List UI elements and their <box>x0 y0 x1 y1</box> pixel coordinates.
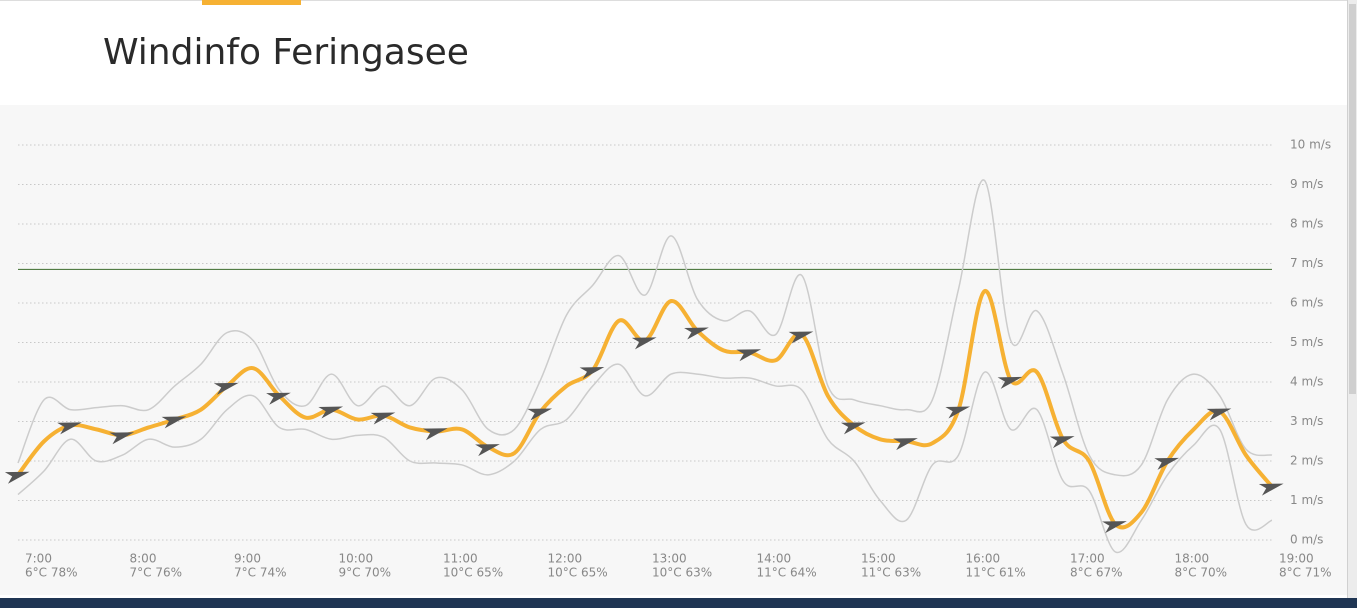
chart: 0 m/s 1 m/s 2 m/s 3 m/s 4 m/s 5 m/s 6 m/s 7 m/s… <box>0 105 1347 595</box>
chart-background <box>0 105 1347 595</box>
range-line <box>17 179 1273 477</box>
direction-arrow <box>788 331 814 344</box>
direction-arrow <box>266 392 291 405</box>
weather-label: 10°C 63% <box>652 566 712 580</box>
scrollbar-thumb[interactable] <box>1349 4 1356 394</box>
direction-arrow <box>1154 457 1180 470</box>
direction-arrow <box>1206 408 1232 421</box>
direction-arrow <box>370 412 396 425</box>
x-tick-label: 18:00 <box>1175 552 1210 566</box>
direction-arrow <box>893 438 918 451</box>
weather-label: 8°C 70% <box>1175 566 1228 580</box>
direction-arrow <box>4 471 30 484</box>
direction-arrow <box>527 408 553 421</box>
y-tick-label: 2 m/s <box>1290 454 1323 468</box>
weather-label: 7°C 74% <box>234 566 287 580</box>
direction-arrow <box>1258 483 1284 496</box>
weather-label: 8°C 67% <box>1070 566 1123 580</box>
y-tick-label: 9 m/s <box>1290 177 1323 191</box>
x-tick-label: 8:00 <box>130 552 157 566</box>
direction-arrow <box>57 422 82 435</box>
weather-label: 6°C 78% <box>25 566 78 580</box>
y-tick-label: 0 m/s <box>1290 533 1323 547</box>
taskbar <box>0 598 1357 608</box>
y-tick-label: 7 m/s <box>1290 256 1323 270</box>
x-tick-label: 11:00 <box>443 552 478 566</box>
direction-arrow <box>736 349 762 362</box>
direction-arrow <box>422 428 448 441</box>
range-line <box>17 363 1273 554</box>
weather-label: 8°C 71% <box>1279 566 1332 580</box>
direction-arrow <box>840 422 866 435</box>
direction-arrow <box>945 406 971 419</box>
x-tick-label: 15:00 <box>861 552 896 566</box>
direction-arrow <box>1102 521 1127 534</box>
y-tick-label: 4 m/s <box>1290 375 1323 389</box>
direction-arrow <box>997 376 1023 389</box>
page-title: Windinfo Feringasee <box>103 32 469 73</box>
direction-arrow <box>475 444 500 457</box>
active-tab-indicator[interactable] <box>202 0 301 5</box>
y-tick-label: 3 m/s <box>1290 414 1323 428</box>
weather-label: 11°C 64% <box>757 566 817 580</box>
x-tick-label: 12:00 <box>548 552 583 566</box>
weather-label: 9°C 70% <box>339 566 392 580</box>
y-tick-label: 10 m/s <box>1290 138 1331 152</box>
x-tick-label: 17:00 <box>1070 552 1105 566</box>
x-tick-label: 9:00 <box>234 552 261 566</box>
weather-label: 10°C 65% <box>443 566 503 580</box>
direction-arrow <box>684 327 709 340</box>
weather-label: 10°C 65% <box>548 566 608 580</box>
y-tick-label: 6 m/s <box>1290 296 1323 310</box>
x-tick-label: 7:00 <box>25 552 52 566</box>
direction-arrow <box>161 416 187 429</box>
direction-arrow <box>213 382 239 395</box>
direction-arrow <box>109 432 135 445</box>
x-tick-label: 16:00 <box>966 552 1001 566</box>
weather-label: 7°C 76% <box>130 566 183 580</box>
weather-label: 11°C 63% <box>861 566 921 580</box>
x-tick-label: 14:00 <box>757 552 792 566</box>
direction-arrow <box>318 406 344 419</box>
x-tick-label: 13:00 <box>652 552 687 566</box>
y-tick-label: 8 m/s <box>1290 217 1323 231</box>
x-tick-label: 10:00 <box>339 552 374 566</box>
x-tick-label: 19:00 <box>1279 552 1314 566</box>
top-border <box>0 0 1347 1</box>
y-tick-label: 1 m/s <box>1290 493 1323 507</box>
direction-arrow <box>631 337 657 350</box>
y-tick-label: 5 m/s <box>1290 335 1323 349</box>
direction-arrow <box>579 367 605 380</box>
weather-label: 11°C 61% <box>966 566 1026 580</box>
direction-arrow <box>1049 436 1075 449</box>
